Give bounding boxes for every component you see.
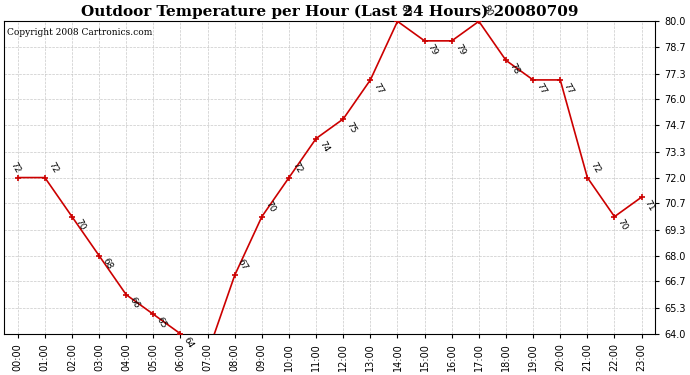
Text: 75: 75 <box>344 120 358 135</box>
Text: 70: 70 <box>263 199 277 214</box>
Text: 64: 64 <box>182 335 195 350</box>
Text: 77: 77 <box>372 81 385 96</box>
Text: 78: 78 <box>507 62 521 76</box>
Text: 72: 72 <box>46 160 60 175</box>
Text: 66: 66 <box>128 296 141 310</box>
Text: 80: 80 <box>399 4 413 18</box>
Text: 72: 72 <box>290 160 304 175</box>
Text: 77: 77 <box>535 81 548 96</box>
Text: 79: 79 <box>453 42 466 57</box>
Text: 77: 77 <box>562 81 575 96</box>
Text: 72: 72 <box>8 160 21 175</box>
Text: 71: 71 <box>643 198 656 213</box>
Text: 67: 67 <box>236 258 250 272</box>
Text: 72: 72 <box>589 160 602 175</box>
Text: 65: 65 <box>155 315 168 330</box>
Text: 79: 79 <box>426 42 440 57</box>
Text: 74: 74 <box>317 140 331 154</box>
Text: Copyright 2008 Cartronics.com: Copyright 2008 Cartronics.com <box>8 28 152 37</box>
Title: Outdoor Temperature per Hour (Last 24 Hours) 20080709: Outdoor Temperature per Hour (Last 24 Ho… <box>81 4 578 19</box>
Text: 68: 68 <box>101 257 114 271</box>
Text: 63: 63 <box>0 374 1 375</box>
Text: 70: 70 <box>616 218 629 232</box>
Text: 80: 80 <box>480 4 494 18</box>
Text: 70: 70 <box>73 218 87 232</box>
